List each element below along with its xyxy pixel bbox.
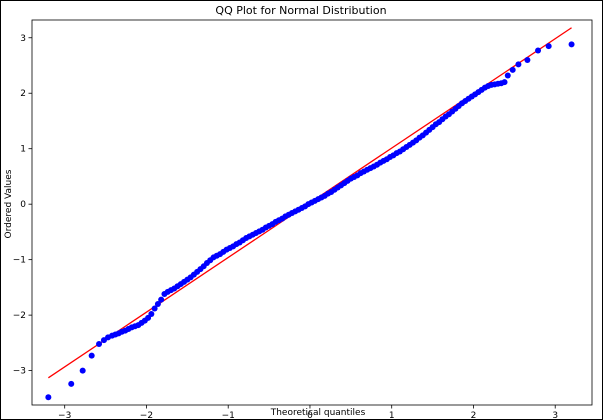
data-point — [68, 380, 75, 387]
y-tick-label: −1 — [13, 256, 26, 266]
data-point — [515, 61, 522, 68]
data-point — [509, 66, 516, 73]
data-point — [504, 72, 511, 79]
data-point — [545, 43, 552, 50]
y-tick-label: −2 — [13, 311, 26, 321]
y-axis-label: Ordered Values — [4, 169, 14, 238]
data-point — [148, 311, 155, 318]
y-tick-label: 3 — [20, 34, 26, 44]
data-point — [568, 41, 575, 48]
y-tick-label: 0 — [20, 200, 26, 210]
x-tick-label: 0 — [307, 411, 313, 419]
x-tick-label: −1 — [222, 411, 235, 419]
data-point — [524, 56, 531, 63]
chart-title: QQ Plot for Normal Distribution — [215, 4, 386, 17]
data-point — [88, 352, 95, 359]
x-tick-label: 2 — [471, 411, 477, 419]
x-tick-label: 3 — [552, 411, 558, 419]
y-tick-label: 2 — [20, 89, 26, 99]
data-point — [151, 305, 158, 312]
data-point — [158, 296, 165, 303]
x-axis-label: Theoretical quantiles — [270, 408, 366, 418]
y-tick-label: 1 — [20, 145, 26, 155]
ticks: −3 −2 −1 0 1 2 3 −3 −2 −1 0 1 2 3 — [13, 34, 558, 419]
plot-area-border — [31, 19, 593, 406]
data-points — [45, 41, 575, 401]
data-point — [535, 47, 542, 54]
data-point — [154, 301, 161, 308]
x-tick-label: −3 — [58, 411, 71, 419]
y-tick-label: −3 — [13, 367, 26, 377]
data-point — [96, 340, 103, 347]
x-tick-label: −2 — [140, 411, 153, 419]
data-point — [45, 394, 52, 401]
data-point — [79, 367, 86, 374]
x-tick-label: 1 — [389, 411, 395, 419]
data-point — [501, 79, 508, 86]
axes — [31, 19, 593, 406]
